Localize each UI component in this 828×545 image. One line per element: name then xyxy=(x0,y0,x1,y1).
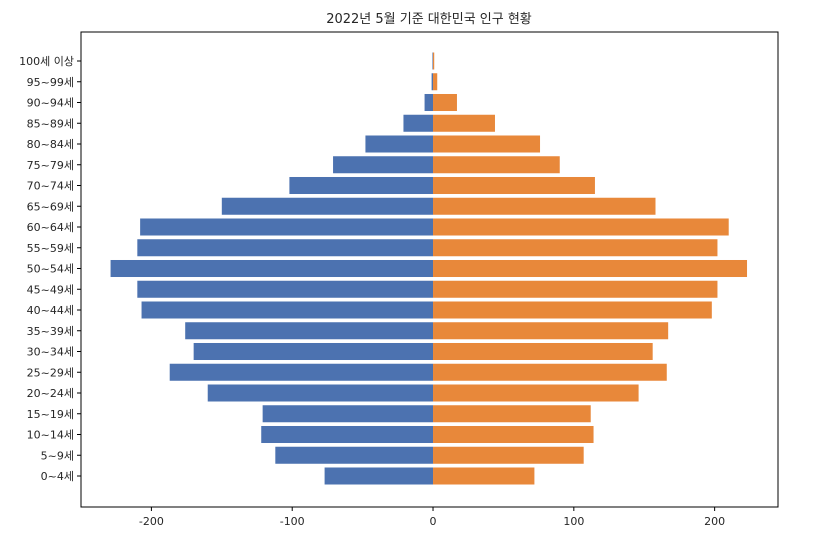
bar-left-13 xyxy=(221,197,434,215)
bar-right-9 xyxy=(433,280,718,298)
bar-left-9 xyxy=(137,280,434,298)
bar-left-8 xyxy=(141,301,434,319)
bar-left-15 xyxy=(333,156,434,174)
chart-title: 2022년 5월 기준 대한민국 인구 현황 xyxy=(326,12,532,27)
x-tick-label: 100 xyxy=(563,515,584,528)
y-axis-ticks: 0~4세 5~9세 10~14세 15~19세 20~24세 25~29세 30~34세 35… xyxy=(19,55,81,483)
bar-right-19 xyxy=(433,73,438,91)
y-tick-label: 85~89세 xyxy=(27,117,74,130)
y-tick-label: 95~99세 xyxy=(27,76,74,89)
bar-right-11 xyxy=(433,239,718,257)
bar-left-11 xyxy=(137,239,434,257)
bar-left-7 xyxy=(185,322,434,340)
y-tick-label: 65~69세 xyxy=(27,200,74,213)
bar-right-5 xyxy=(433,363,667,381)
bar-right-12 xyxy=(433,218,729,236)
y-tick-label: 70~74세 xyxy=(27,180,74,193)
bar-left-10 xyxy=(110,259,434,278)
bar-right-17 xyxy=(433,114,495,132)
bar-right-2 xyxy=(433,425,594,444)
x-tick-label: 200 xyxy=(704,515,725,528)
bar-left-12 xyxy=(140,218,434,236)
bar-left-16 xyxy=(365,135,434,153)
y-tick-label: 75~79세 xyxy=(27,159,74,172)
bar-right-3 xyxy=(433,405,591,423)
y-tick-label: 20~24세 xyxy=(27,387,74,400)
x-axis-ticks: -200 -100 0 100 200 xyxy=(139,507,725,528)
y-tick-label: 35~39세 xyxy=(27,325,74,338)
y-tick-label: 10~14세 xyxy=(27,429,74,442)
y-tick-label: 5~9세 xyxy=(41,449,74,462)
bar-left-19 xyxy=(431,73,434,91)
bar-left-3 xyxy=(262,405,434,423)
y-tick-label: 100세 이상 xyxy=(19,55,74,68)
bar-left-5 xyxy=(169,363,434,381)
y-tick-label: 55~59세 xyxy=(27,242,74,255)
bar-right-15 xyxy=(433,156,560,174)
bar-right-8 xyxy=(433,301,712,319)
bar-left-4 xyxy=(207,384,434,402)
y-tick-label: 40~44세 xyxy=(27,304,74,317)
y-tick-label: 45~49세 xyxy=(27,283,74,296)
bar-right-10 xyxy=(433,259,748,278)
bar-left-1 xyxy=(275,446,434,464)
bars-group xyxy=(110,52,748,485)
bar-right-14 xyxy=(433,176,595,195)
y-tick-label: 60~64세 xyxy=(27,221,74,234)
y-tick-label: 0~4세 xyxy=(41,470,74,483)
bar-left-2 xyxy=(261,425,434,444)
plot-frame xyxy=(80,31,779,508)
bar-right-1 xyxy=(433,446,584,464)
y-tick-label: 30~34세 xyxy=(27,346,74,359)
y-tick-label: 25~29세 xyxy=(27,366,74,379)
bar-right-7 xyxy=(433,322,669,340)
bar-right-16 xyxy=(433,135,541,153)
y-tick-label: 15~19세 xyxy=(27,408,74,421)
y-tick-label: 90~94세 xyxy=(27,97,74,110)
x-tick-label: 0 xyxy=(430,515,437,528)
x-tick-label: -100 xyxy=(280,515,305,528)
bar-left-17 xyxy=(403,114,434,132)
bar-right-20 xyxy=(433,52,435,70)
bar-left-18 xyxy=(424,93,434,112)
x-tick-label: -200 xyxy=(139,515,164,528)
bar-right-4 xyxy=(433,384,639,402)
bar-right-13 xyxy=(433,197,656,215)
y-tick-label: 50~54세 xyxy=(27,263,74,276)
bar-left-14 xyxy=(289,176,434,195)
bar-right-18 xyxy=(433,93,457,112)
y-tick-label: 80~84세 xyxy=(27,138,74,151)
bar-left-6 xyxy=(193,342,434,361)
bar-right-6 xyxy=(433,342,653,361)
bar-left-0 xyxy=(324,467,434,485)
bar-right-0 xyxy=(433,467,535,485)
